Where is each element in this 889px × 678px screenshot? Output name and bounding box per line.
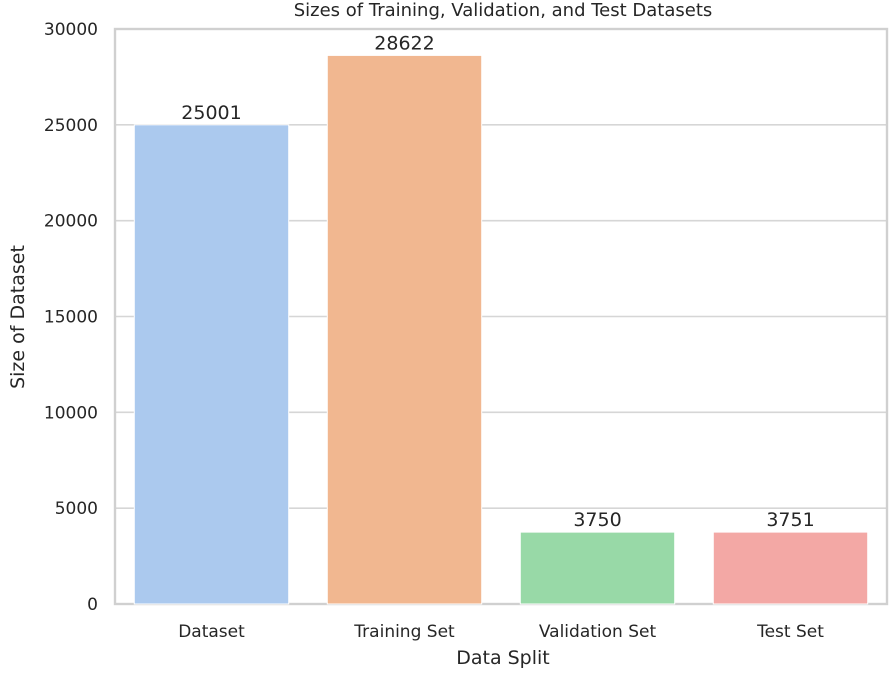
bar xyxy=(326,54,483,605)
bar xyxy=(133,124,290,605)
x-axis-ticks: Dataset Training Set Validation Set Test Se… xyxy=(178,622,824,642)
y-axis-label: Size of Dataset xyxy=(7,245,29,389)
x-axis-label: Data Split xyxy=(456,647,550,669)
y-tick-label: 0 xyxy=(87,595,98,615)
y-axis-ticks: 0 5000 10000 15000 20000 25000 30000 xyxy=(44,20,98,615)
x-tick-label: Test Set xyxy=(756,622,824,642)
y-tick-label: 20000 xyxy=(44,212,98,232)
x-tick-label: Training Set xyxy=(353,622,455,642)
y-tick-label: 30000 xyxy=(44,20,98,40)
y-tick-label: 25000 xyxy=(44,116,98,136)
bar-value-label: 28622 xyxy=(374,32,434,54)
bar xyxy=(712,531,869,605)
bar-value-label: 3751 xyxy=(766,509,814,531)
bar-value-label: 25001 xyxy=(181,102,241,124)
bar-value-label: 3750 xyxy=(573,509,621,531)
bars xyxy=(133,54,869,605)
bar xyxy=(519,531,676,605)
data-labels: 25001 28622 3750 3751 xyxy=(181,32,814,531)
y-tick-label: 15000 xyxy=(44,308,98,328)
chart-title: Sizes of Training, Validation, and Test … xyxy=(294,0,713,21)
x-tick-label: Dataset xyxy=(178,622,245,642)
x-tick-label: Validation Set xyxy=(539,622,657,642)
y-tick-label: 10000 xyxy=(44,403,98,423)
plot-area-frame xyxy=(113,27,889,606)
y-tick-label: 5000 xyxy=(55,499,98,519)
